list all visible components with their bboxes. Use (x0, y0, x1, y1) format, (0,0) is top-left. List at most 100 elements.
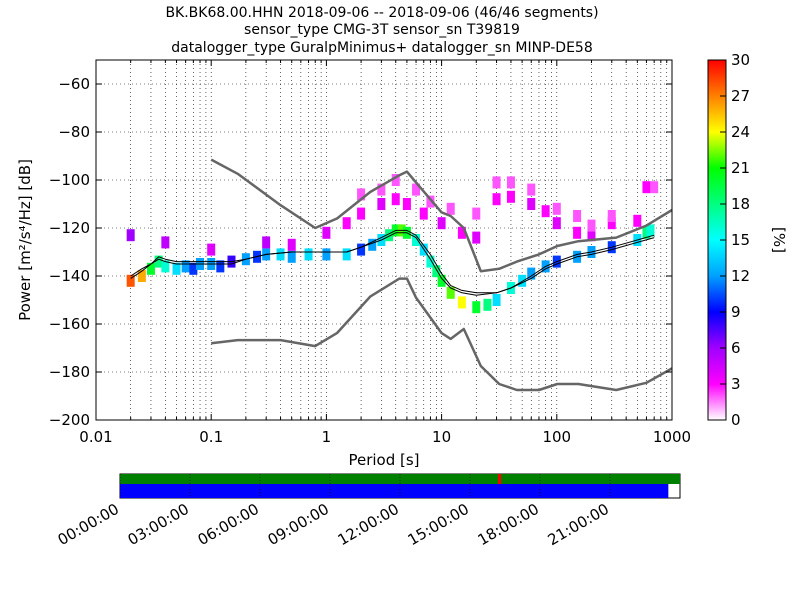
density-cell (552, 217, 561, 230)
x-tick-label: 1000 (653, 428, 691, 446)
density-cell (541, 205, 550, 218)
nhnm-line (210, 158, 673, 273)
colorbar-tick-label: 24 (731, 123, 750, 141)
density-cell (492, 176, 501, 189)
mean-line (130, 232, 655, 296)
density-cell (412, 234, 421, 246)
density-cell (432, 265, 441, 278)
plot-frame (95, 59, 673, 421)
density-cell (161, 260, 170, 273)
density-cell (377, 198, 386, 210)
colorbar-tick-label: 15 (731, 231, 750, 249)
density-cell (126, 229, 135, 242)
chart-title-line-2: sensor_type CMG-3T sensor_sn T39819 (244, 22, 520, 38)
timeline-tick-label: 18:00:00 (475, 500, 542, 549)
colorbar-tick-label: 21 (731, 159, 750, 177)
y-tick-label: −140 (49, 267, 90, 285)
y-tick-label: −80 (58, 123, 90, 141)
density-cell (527, 267, 536, 280)
timeline-gap-marker (498, 474, 501, 484)
timeline-tick-label: 15:00:00 (405, 500, 472, 549)
y-tick-label: −100 (49, 171, 90, 189)
colorbar-tick-label: 9 (731, 303, 741, 321)
density-cell (472, 231, 481, 244)
colorbar: 0 3 6 9 12 15 18 21 24 27 30 [%] (707, 51, 788, 429)
colorbar-tick-label: 0 (731, 411, 741, 429)
density-cell (642, 226, 651, 239)
density-cell (446, 286, 455, 299)
x-axis-label: Period [s] (348, 451, 419, 469)
density-cell (322, 226, 331, 239)
density-cell (506, 176, 515, 189)
density-cell (385, 229, 394, 242)
ppsd-plot-area: 0.01 0.1 1 10 100 1000 −200 −180 −160 −140 −120 −1… (49, 59, 691, 446)
density-cell (650, 181, 659, 194)
colorbar-ticks: 0 3 6 9 12 15 18 21 24 27 30 (720, 51, 750, 429)
density-cell (391, 193, 400, 206)
density-cell (154, 255, 163, 268)
density-cell (161, 236, 170, 249)
density-cell (402, 198, 411, 210)
density-cell (607, 210, 616, 222)
timeline-tick-label: 03:00:00 (125, 500, 192, 549)
y-axis-label: Power [m²/s⁴/Hz] [dB] (16, 159, 34, 321)
density-cell (518, 274, 527, 287)
density-cell (472, 207, 481, 220)
density-cell (181, 260, 190, 273)
density-cell (419, 207, 428, 220)
density-cell (357, 243, 366, 256)
timeline-tick-label: 06:00:00 (195, 500, 262, 549)
y-axis-ticks: −200 −180 −160 −140 −120 −100 −80 −60 (49, 75, 672, 429)
mode-line (130, 229, 655, 294)
density-cell (189, 262, 198, 275)
density-cell (172, 262, 181, 275)
y-tick-label: −180 (49, 363, 90, 381)
chart-title-line-3: datalogger_type GuralpMinimus+ datalogge… (171, 40, 592, 56)
density-cell (216, 260, 225, 273)
density-cell (207, 243, 216, 256)
colorbar-tick-label: 6 (731, 339, 741, 357)
density-cell (304, 248, 313, 261)
density-cell (642, 181, 651, 194)
x-tick-label: 1 (322, 428, 332, 446)
y-tick-label: −120 (49, 219, 90, 237)
density-cell (587, 219, 596, 232)
density-cell (446, 202, 455, 215)
x-tick-label: 0.01 (79, 428, 112, 446)
density-cell (391, 174, 400, 186)
y-tick-label: −200 (49, 411, 90, 429)
colorbar-tick-label: 12 (731, 267, 750, 285)
x-tick-label: 10 (432, 428, 451, 446)
density-cell (342, 248, 351, 261)
density-cell (457, 296, 466, 309)
colorbar-tick-label: 30 (731, 51, 750, 69)
density-cell (262, 236, 271, 249)
grid-lines (96, 60, 672, 420)
x-axis-ticks: 0.01 0.1 1 10 100 1000 (79, 60, 691, 446)
density-cell (342, 217, 351, 230)
x-tick-label: 100 (542, 428, 571, 446)
colorbar-tick-label: 18 (731, 195, 750, 213)
density-cell (457, 226, 466, 239)
density-cell (322, 248, 331, 261)
x-tick-label: 0.1 (199, 428, 223, 446)
density-cell (137, 270, 146, 282)
timeline-tick-label: 12:00:00 (335, 500, 402, 549)
density-cell (426, 195, 435, 208)
density-cell (276, 248, 285, 261)
density-cell (587, 229, 596, 242)
model-lines (130, 158, 673, 392)
colorbar-tick-label: 27 (731, 87, 750, 105)
density-cell (357, 207, 366, 220)
density-cell (527, 198, 536, 210)
timeline-coverage-bar (120, 484, 669, 498)
chart-title-line-1: BK.BK68.00.HHN 2018-09-06 -- 2018-09-06 … (165, 5, 598, 21)
timeline-tick-label: 00:00:00 (55, 500, 122, 549)
density-cell (126, 274, 135, 287)
density-cell (426, 255, 435, 268)
density-cell (437, 217, 446, 230)
data-coverage-timeline: 00:00:00 03:00:00 06:00:00 09:00:00 12:00:00… (55, 473, 681, 549)
density-cell (472, 301, 481, 314)
density-cell (506, 190, 515, 203)
